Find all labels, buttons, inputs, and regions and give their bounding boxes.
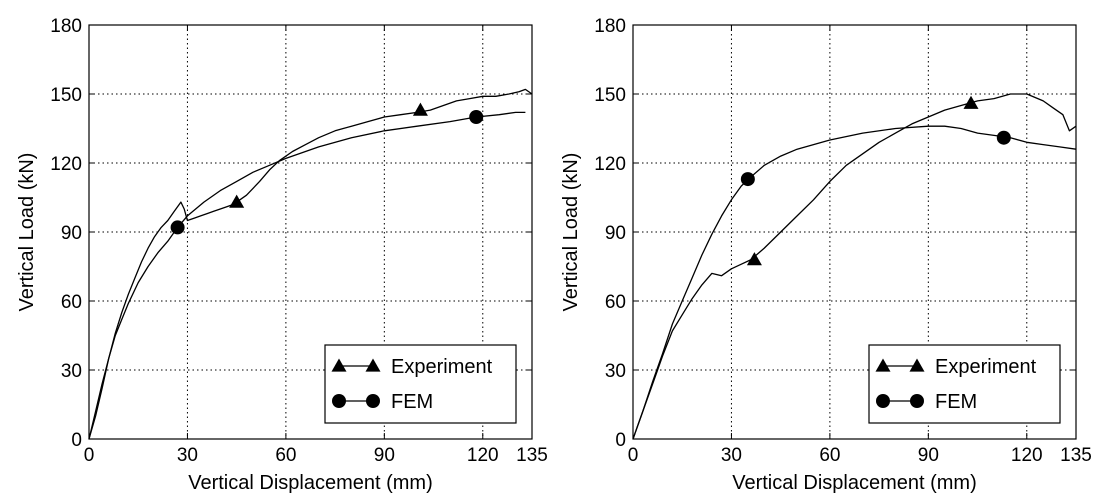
x-tick-label: 0 [628, 445, 639, 466]
legend-marker-experiment [875, 358, 891, 372]
x-tick-label: 135 [1060, 445, 1092, 466]
y-tick-label: 120 [50, 154, 82, 175]
legend-box [324, 344, 517, 424]
y-tick-label: 120 [594, 154, 626, 175]
legend-label-experiment: Experiment [935, 356, 1037, 378]
x-axis-label: Vertical Displacement (mm) [188, 472, 433, 494]
y-tick-label: 60 [605, 292, 626, 313]
data-point-fem [469, 110, 484, 124]
x-tick-label: 120 [1011, 445, 1043, 466]
data-point-fem [170, 220, 185, 235]
legend: Experiment FEM [324, 344, 517, 424]
x-tick-label: 60 [819, 445, 840, 466]
legend-marker-experiment [365, 358, 381, 372]
y-tick-label: 60 [61, 292, 82, 313]
x-tick-label: 90 [374, 445, 395, 466]
data-point-experiment [229, 194, 245, 208]
y-tick-label: 150 [594, 85, 626, 106]
data-point-experiment [746, 252, 762, 266]
legend-marker-fem [366, 394, 380, 408]
y-axis-label: Vertical Load (kN) [16, 153, 38, 312]
x-tick-label: 60 [275, 445, 296, 466]
y-tick-label: 0 [615, 430, 626, 451]
x-tick-label: 0 [84, 445, 95, 466]
y-tick-label: 30 [605, 361, 626, 382]
y-tick-label: 180 [50, 16, 82, 37]
legend-marker-fem [910, 394, 924, 408]
y-tick-label: 180 [594, 16, 626, 37]
y-tick-label: 90 [605, 223, 626, 244]
legend-marker-fem [876, 394, 890, 408]
y-tick-label: 90 [61, 223, 82, 244]
data-point-fem [996, 130, 1011, 145]
series-line-experiment [632, 93, 1077, 440]
chart-panel-1: 0 30 60 90 120 135 0 30 60 90 120 150 180 Vertical Di… [16, 16, 548, 494]
series-line-experiment [88, 88, 533, 440]
data-point-experiment [963, 95, 979, 109]
x-tick-label: 30 [177, 445, 198, 466]
chart-panel-2: 0 30 60 90 120 135 0 30 60 90 120 150 180 Vertical Di… [560, 16, 1092, 494]
legend: Experiment FEM [868, 344, 1061, 424]
data-point-experiment [412, 102, 428, 116]
x-tick-label: 135 [516, 445, 548, 466]
legend-label-fem: FEM [391, 391, 433, 413]
legend-box [868, 344, 1061, 424]
legend-marker-fem [332, 394, 346, 408]
legend-label-experiment: Experiment [391, 356, 493, 378]
x-tick-label: 30 [721, 445, 742, 466]
y-tick-label: 30 [61, 361, 82, 382]
legend-marker-experiment [331, 358, 347, 372]
series-line-fem [88, 111, 526, 440]
data-point-fem [740, 172, 755, 187]
x-tick-label: 120 [467, 445, 499, 466]
x-tick-label: 90 [918, 445, 939, 466]
legend-marker-experiment [909, 358, 925, 372]
x-axis-label: Vertical Displacement (mm) [732, 472, 977, 494]
y-tick-label: 0 [71, 430, 82, 451]
y-axis-label: Vertical Load (kN) [560, 153, 582, 312]
legend-label-fem: FEM [935, 391, 977, 413]
series-line-fem [632, 125, 1077, 440]
y-tick-label: 150 [50, 85, 82, 106]
